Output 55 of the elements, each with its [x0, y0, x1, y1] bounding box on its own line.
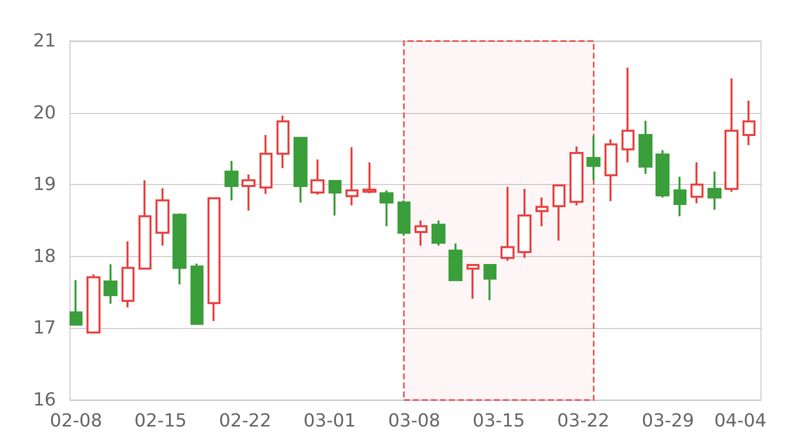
y-tick-label: 18	[33, 246, 56, 267]
candlestick	[604, 138, 618, 202]
x-tick-label: 02-22	[218, 410, 272, 432]
candlestick	[570, 146, 584, 206]
candlestick	[398, 199, 410, 237]
candlestick	[208, 197, 220, 322]
candlestick	[674, 176, 686, 218]
candlestick	[294, 136, 308, 204]
candlestick	[432, 220, 446, 247]
candlestick	[414, 220, 428, 247]
candlestick	[500, 186, 514, 262]
candlestick	[708, 170, 722, 211]
candlestick	[104, 263, 118, 305]
candlestick	[742, 100, 756, 146]
candlestick	[552, 184, 566, 242]
candlestick	[310, 158, 324, 196]
candlestick	[362, 161, 376, 194]
x-tick-label: 03-22	[557, 410, 610, 432]
candlestick	[70, 279, 82, 326]
candlestick	[172, 212, 186, 286]
candlestick	[86, 273, 100, 334]
candlestick	[156, 187, 170, 247]
x-tick-label: 03-29	[642, 410, 694, 432]
candlestick	[466, 264, 480, 300]
candlestick	[380, 189, 394, 228]
x-tick-label: 02-08	[50, 410, 102, 432]
candlestick	[346, 146, 358, 206]
x-tick-label: 03-15	[472, 410, 525, 432]
candlestick	[138, 179, 152, 270]
candlestick	[724, 77, 738, 193]
candlestick	[328, 180, 342, 216]
x-tick-label: 04-04	[714, 410, 767, 432]
x-tick-label: 02-15	[134, 410, 187, 432]
y-tick-label: 17	[33, 318, 56, 339]
candlestick	[224, 160, 238, 202]
x-tick-label: 03-08	[388, 410, 440, 432]
candlestick	[518, 188, 532, 259]
candlestick	[276, 114, 290, 170]
x-tick-label: 03-01	[304, 410, 356, 432]
y-tick-label: 20	[33, 102, 56, 124]
candlestick	[586, 134, 600, 182]
candlestick	[638, 120, 652, 175]
candlestick	[122, 240, 134, 308]
candlestick	[622, 66, 634, 164]
candlestick	[190, 262, 204, 325]
candlestick	[484, 264, 496, 302]
y-tick-label: 16	[33, 390, 56, 410]
candlestick	[656, 149, 670, 199]
candlestick	[448, 242, 462, 282]
y-tick-label: 21	[33, 30, 56, 52]
candlestick	[690, 161, 704, 204]
candlestick	[536, 196, 548, 228]
candlestick	[260, 134, 272, 195]
candlestick	[242, 174, 256, 212]
y-tick-label: 19	[33, 174, 56, 196]
